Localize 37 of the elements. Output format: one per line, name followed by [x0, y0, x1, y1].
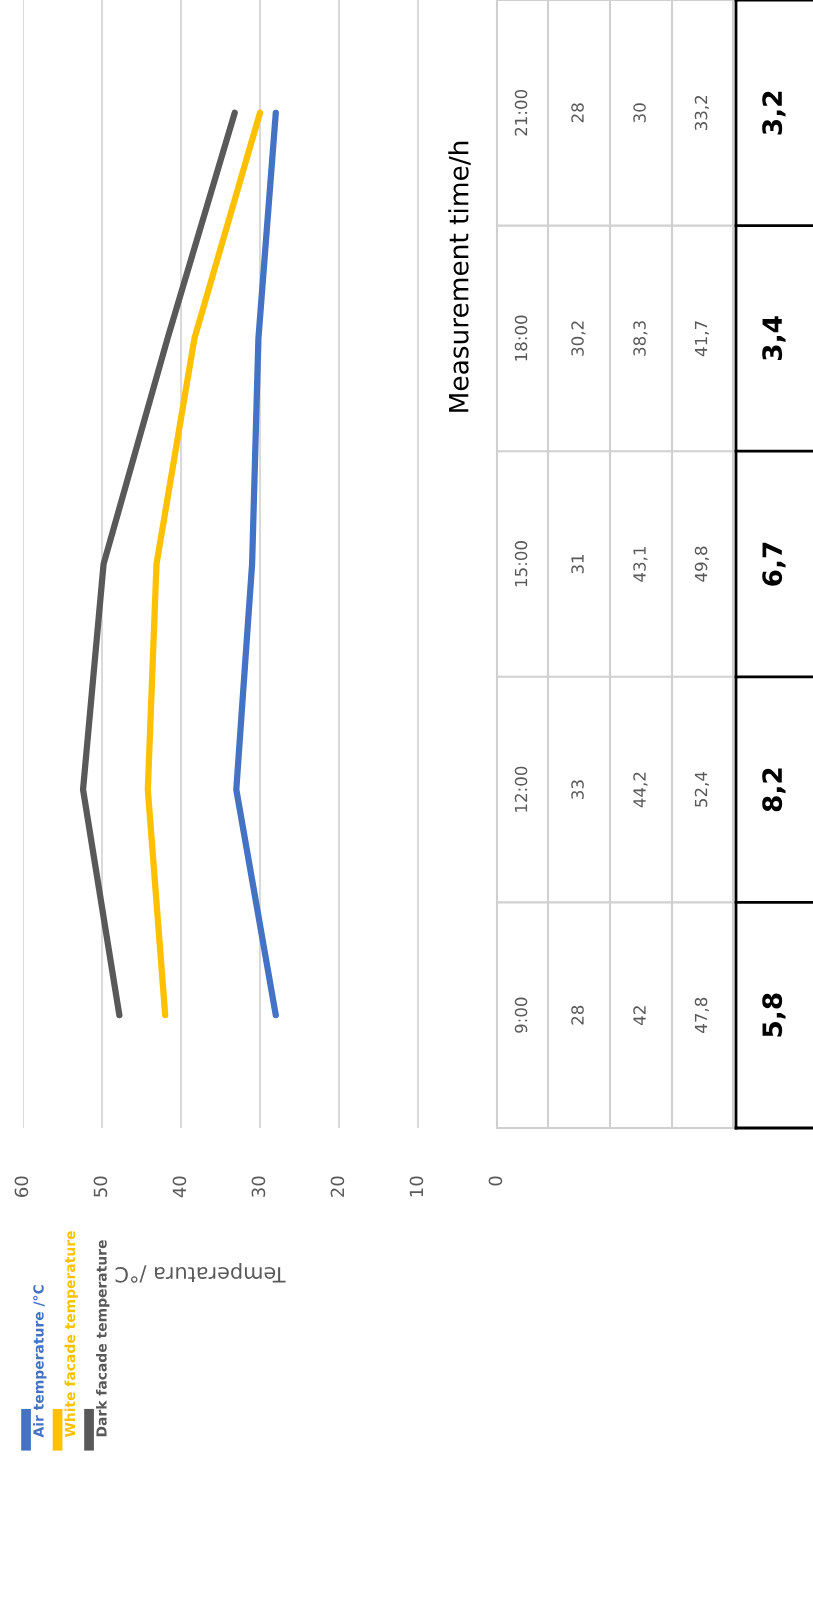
data-label: 30 — [633, 103, 646, 123]
text: 3,2 — [762, 91, 786, 135]
data-label: 42 — [633, 1006, 646, 1025]
text: 3,4 — [762, 316, 786, 361]
x-tick-label: 40 — [172, 1176, 187, 1198]
x-axis-title: Temperatura /°C — [115, 1262, 286, 1283]
x-tick-label: 0 — [488, 1176, 503, 1186]
data-label: 28 — [571, 103, 584, 123]
data-label: 33 — [571, 780, 584, 799]
data-label: 33,2 — [694, 95, 710, 131]
data-label: 30,2 — [571, 321, 586, 356]
y-tick-label: 21:00 — [514, 89, 528, 136]
x-tick-label: 50 — [93, 1176, 108, 1197]
data-label: 41,7 — [694, 321, 710, 357]
y-tick-label: 15:00 — [514, 541, 528, 587]
x-tick-label: 10 — [409, 1176, 424, 1197]
y-tick-label: 9:00 — [514, 997, 528, 1033]
text: 6,7 — [762, 542, 786, 586]
y-tick-label: 18:00 — [514, 315, 528, 361]
y-tick-label: 12:00 — [514, 766, 528, 812]
data-label: 47,8 — [694, 997, 710, 1033]
text: Dark facade temperature — [95, 1240, 110, 1437]
data-label: 43,1 — [633, 546, 648, 582]
data-label: 49,8 — [694, 546, 710, 582]
x-tick-label: 20 — [330, 1176, 345, 1197]
text: Air temperature /°C — [33, 1285, 47, 1438]
text: 5,8 — [762, 993, 786, 1037]
data-label: 52,4 — [694, 771, 710, 807]
data-label: 44,2 — [633, 772, 648, 808]
data-label: 31 — [571, 554, 584, 574]
text: White facade temperature — [64, 1231, 78, 1438]
y-axis-title: Measurement time/h — [448, 141, 471, 412]
text: 8,2 — [762, 768, 786, 812]
x-tick-label: 60 — [14, 1176, 29, 1197]
data-label: 38,3 — [633, 321, 648, 356]
x-tick-label: 30 — [251, 1176, 266, 1197]
data-label: 28 — [571, 1005, 584, 1025]
